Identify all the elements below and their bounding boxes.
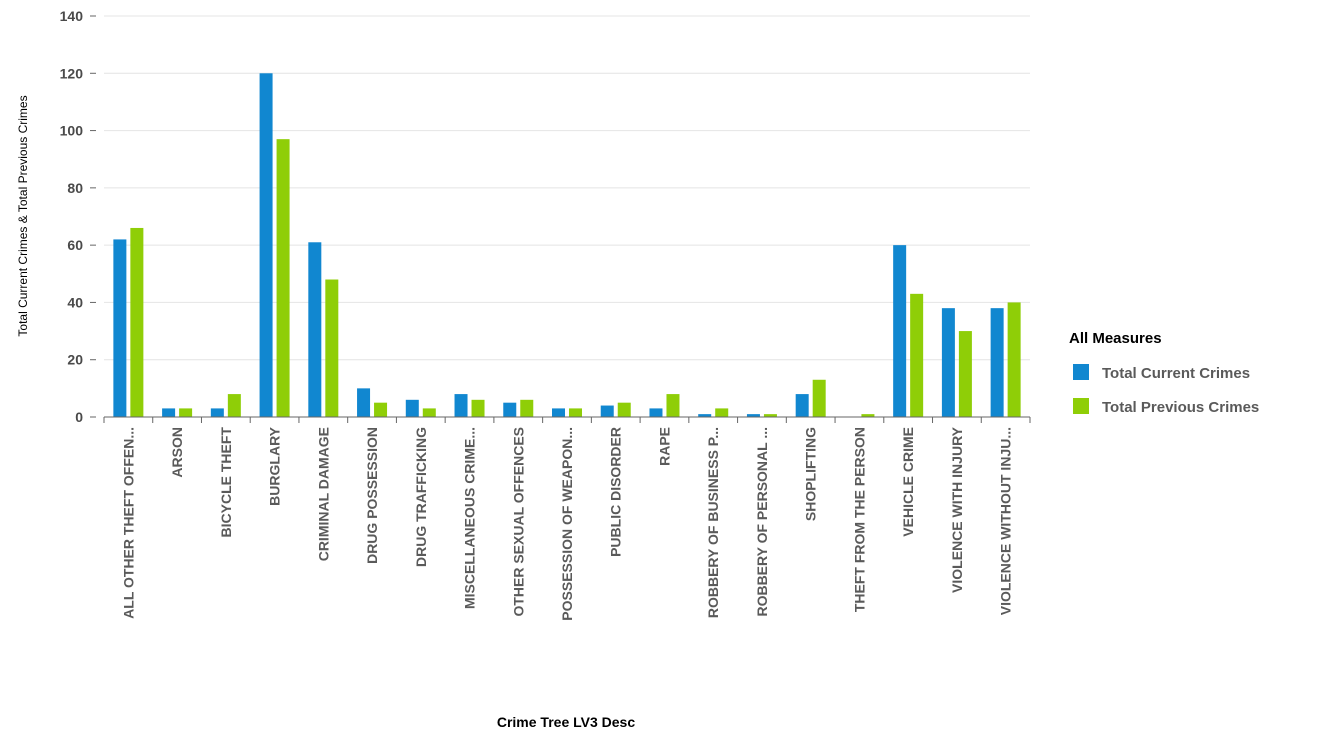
x-tick-label: VEHICLE CRIME xyxy=(900,427,916,537)
y-tick-label: 140 xyxy=(60,8,84,24)
bar-current xyxy=(698,414,712,417)
x-tick-label: SHOPLIFTING xyxy=(803,427,819,521)
bar-current xyxy=(600,405,614,417)
legend-label: Total Current Crimes xyxy=(1102,365,1250,382)
bar-previous xyxy=(812,379,826,417)
legend-title: All Measures xyxy=(1069,330,1162,347)
x-tick-label: THEFT FROM THE PERSON xyxy=(851,427,867,612)
bar-current xyxy=(649,408,663,417)
x-tick-label: ARSON xyxy=(169,427,185,478)
bar-current xyxy=(162,408,176,417)
bar-current xyxy=(357,388,371,417)
y-tick-label: 0 xyxy=(75,409,83,425)
bar-previous xyxy=(422,408,436,417)
y-axis-title: Total Current Crimes & Total Previous Cr… xyxy=(16,95,30,336)
bar-current xyxy=(308,242,322,417)
legend-items: Total Current Crimes Total Previous Crime… xyxy=(1073,364,1259,416)
bar-previous xyxy=(179,408,193,417)
x-tick-label: BURGLARY xyxy=(267,426,283,505)
bar-previous xyxy=(763,414,777,417)
x-tick-label: VIOLENCE WITH INJURY xyxy=(949,426,965,593)
legend-swatch xyxy=(1073,364,1089,380)
x-tick-label: OTHER SEXUAL OFFENCES xyxy=(510,427,526,617)
y-tick-label: 80 xyxy=(67,180,83,196)
legend: All Measures Total Current Crimes Total P… xyxy=(1069,330,1259,416)
x-tick-label: DRUG TRAFFICKING xyxy=(413,427,429,567)
x-tick-label: PUBLIC DISORDER xyxy=(608,427,624,557)
legend-label: Total Previous Crimes xyxy=(1102,399,1259,416)
bar-current xyxy=(405,399,419,417)
legend-swatch xyxy=(1073,398,1089,414)
bar-previous xyxy=(325,279,339,417)
grid-lines xyxy=(104,15,1030,361)
bar-current xyxy=(941,308,955,417)
x-axis-title: Crime Tree LV3 Desc xyxy=(497,714,635,730)
y-tick-label: 100 xyxy=(60,123,84,139)
bar-current xyxy=(503,402,517,417)
bar-previous xyxy=(958,331,972,417)
axes: 0 20 40 60 80 100 120 140 ALL OTHER THEFT OFFEN.… xyxy=(60,8,1031,621)
x-tick-label: CRIMINAL DAMAGE xyxy=(315,427,331,561)
y-tick-label: 20 xyxy=(67,352,83,368)
bar-previous xyxy=(910,293,924,417)
x-tick-label: POSSESSION OF WEAPON... xyxy=(559,427,575,621)
x-tick-label: ROBBERY OF PERSONAL ... xyxy=(754,427,770,617)
bar-previous xyxy=(374,402,388,417)
x-tick-label: RAPE xyxy=(656,427,672,466)
bar-previous xyxy=(276,139,290,417)
bar-previous xyxy=(617,402,631,417)
bar-current xyxy=(746,414,760,417)
bars xyxy=(113,73,1021,418)
x-tick-label: ROBBERY OF BUSINESS P... xyxy=(705,427,721,618)
bar-current xyxy=(893,245,907,417)
x-tick-label: MISCELLANEOUS CRIME... xyxy=(462,427,478,609)
bar-current xyxy=(990,308,1004,417)
x-tick-label: DRUG POSSESSION xyxy=(364,427,380,564)
bar-previous xyxy=(569,408,582,417)
bar-current xyxy=(259,73,273,418)
bar-current xyxy=(113,239,127,417)
bar-previous xyxy=(861,414,875,417)
x-tick-label: ALL OTHER THEFT OFFEN... xyxy=(120,427,136,619)
bar-current xyxy=(210,408,224,417)
bar-current xyxy=(454,394,468,417)
bar-previous xyxy=(520,399,534,417)
bar-previous xyxy=(1007,302,1021,417)
bar-previous xyxy=(227,394,241,417)
y-tick-label: 60 xyxy=(67,237,83,253)
bar-current xyxy=(552,408,565,417)
bar-current xyxy=(795,394,809,417)
bar-previous xyxy=(130,227,144,417)
x-tick-label: BICYCLE THEFT xyxy=(218,427,234,538)
bar-previous xyxy=(715,408,729,417)
y-tick-label: 120 xyxy=(60,65,84,81)
bar-previous xyxy=(471,399,485,417)
x-tick-label: VIOLENCE WITHOUT INJU... xyxy=(998,427,1014,615)
bar-previous xyxy=(666,394,680,417)
y-tick-label: 40 xyxy=(67,294,83,310)
